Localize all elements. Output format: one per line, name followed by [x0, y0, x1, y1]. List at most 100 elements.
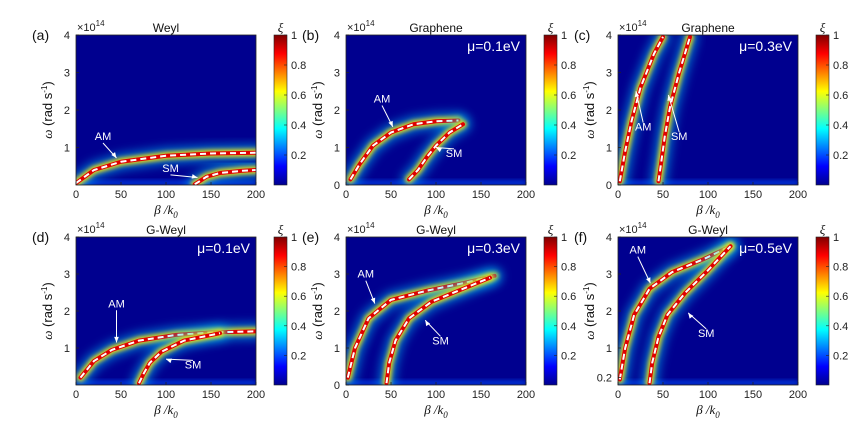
- colorbar-tick-label: 1: [833, 30, 839, 42]
- panel-a: 0 50 100 150 200 1 2 3 4 ×1014 (a) Weyl β /k0 ω (rad …: [32, 19, 306, 220]
- colorbar-tick-label: 0.2: [833, 150, 848, 162]
- y-tick-label: 2: [334, 306, 340, 318]
- mu-label: μ=0.5eV: [739, 240, 792, 256]
- colorbar-tick-label: 0.6: [291, 90, 306, 102]
- colorbar-tick-label: 0.4: [833, 321, 848, 333]
- x-tick-label: 50: [385, 189, 397, 201]
- y-axis-label: ω (rad s-1): [582, 81, 597, 139]
- curve-am: [349, 119, 459, 180]
- colorbar: [543, 236, 558, 386]
- y-tick-label: 1: [334, 143, 340, 155]
- colorbar: [543, 34, 558, 186]
- colorbar-tick-label: 0.8: [291, 262, 306, 274]
- x-tick-label: 100: [157, 389, 175, 401]
- x-tick-label: 0: [343, 189, 349, 201]
- annotation-am: AM: [108, 298, 125, 310]
- annotation-arrowhead: [370, 297, 376, 304]
- colorbar-label: ξ: [820, 222, 826, 237]
- y-tick-label: 4: [334, 232, 340, 244]
- y-axis-label: ω (rad s-1): [582, 282, 597, 340]
- curve-sm: [138, 332, 221, 384]
- colorbar-tick-label: 0.6: [561, 291, 576, 303]
- y-tick-label: 3: [64, 68, 70, 80]
- panel-label: (a): [32, 27, 49, 43]
- annotation-am: AM: [358, 269, 375, 281]
- y-tick-label: 2: [64, 306, 70, 318]
- y-tick-label: 4: [606, 30, 612, 42]
- curve-sm: [408, 123, 464, 181]
- y-tick-label: 1: [334, 343, 340, 355]
- heatmap-field: [346, 267, 526, 385]
- panel-title: G-Weyl: [146, 223, 186, 237]
- x-tick-label: 50: [657, 189, 669, 201]
- x-axis-label: β /k0: [153, 202, 178, 220]
- y-tick-label: 3: [334, 68, 340, 80]
- annotation-arrowhead: [646, 277, 651, 284]
- x-tick-label: 0: [73, 389, 79, 401]
- annotation-sm: SM: [446, 148, 463, 160]
- colorbar-tick-label: 0.4: [561, 120, 576, 132]
- annotation-arrowhead: [634, 91, 640, 98]
- panel-e: 0 50 100 150 200 0 1 2 3 4 ×1014 (e) G-Weyl μ=0.3eV β …: [302, 221, 576, 420]
- curve-am: [618, 36, 664, 182]
- y-tick-label: 3: [606, 269, 612, 281]
- x-tick-label: 50: [115, 189, 127, 201]
- annotation-arrowhead: [425, 320, 431, 327]
- annotation-arrowhead: [388, 120, 393, 127]
- curve-sm: [385, 276, 491, 384]
- x-axis-label: β /k0: [423, 202, 448, 220]
- curve-sm: [648, 245, 732, 384]
- x-tick-label: 200: [517, 189, 535, 201]
- heatmap-field: [76, 323, 256, 385]
- colorbar: [815, 34, 830, 186]
- x-tick-label: 150: [472, 189, 490, 201]
- colorbar-tick-label: 0.8: [291, 60, 306, 72]
- x-axis-label: β /k0: [695, 402, 720, 420]
- x-axis-label: β /k0: [695, 202, 720, 220]
- y-axis-label: ω (rad s-1): [40, 282, 55, 340]
- x-axis-label: β /k0: [153, 402, 178, 420]
- annotation-arrowhead: [191, 174, 198, 179]
- x-tick-label: 100: [699, 389, 717, 401]
- y-tick-label: 1: [64, 143, 70, 155]
- panel-label: (e): [302, 229, 319, 245]
- panel-title: Weyl: [153, 21, 179, 35]
- y-scale-label: ×1014: [347, 221, 375, 236]
- x-tick-label: 50: [115, 389, 127, 401]
- colorbar-tick-label: 0.2: [291, 350, 306, 362]
- colorbar-tick-label: 0.2: [291, 150, 306, 162]
- colorbar-tick-label: 0.2: [833, 350, 848, 362]
- panel-title: G-Weyl: [688, 223, 728, 237]
- heatmap-background: [346, 35, 526, 185]
- curve-sm: [657, 36, 691, 182]
- y-tick-label: 2: [334, 105, 340, 117]
- panel-d: 0 50 100 150 200 1 2 3 4 ×1014 (d) G-Weyl μ=0.1eV β /…: [32, 221, 306, 420]
- y-scale-label: ×1014: [619, 221, 647, 236]
- y-axis-label: ω (rad s-1): [310, 282, 325, 340]
- colorbar-tick-label: 0.6: [833, 291, 848, 303]
- y-tick-label: 3: [606, 68, 612, 80]
- panel-title: Graphene: [681, 21, 735, 35]
- annotation-arrowhead: [166, 358, 172, 364]
- x-tick-label: 0: [615, 189, 621, 201]
- annotation-arrow: [435, 147, 455, 150]
- annotation-arrowhead: [111, 152, 117, 158]
- x-tick-label: 150: [744, 189, 762, 201]
- y-tick-label: 2: [64, 105, 70, 117]
- y-tick-label: 0.2: [597, 373, 612, 385]
- colorbar: [273, 236, 288, 386]
- colorbar-tick-label: 0.8: [833, 60, 848, 72]
- annotation-arrowhead: [667, 95, 672, 101]
- colorbar-tick-label: 0.4: [291, 321, 306, 333]
- panel-c: 0 50 100 150 200 0 1 2 3 4 ×1014 (c) Graphene μ=0.3eV…: [574, 19, 848, 220]
- curve-am: [618, 245, 731, 380]
- colorbar-tick-label: 0.8: [561, 262, 576, 274]
- y-tick-label: 2: [606, 105, 612, 117]
- curve-am: [76, 151, 256, 184]
- colorbar-tick-label: 0.2: [561, 150, 576, 162]
- colorbar-label: ξ: [820, 20, 826, 35]
- colorbar-tick-label: 1: [561, 232, 567, 244]
- y-tick-label: 1: [64, 343, 70, 355]
- x-tick-label: 150: [202, 389, 220, 401]
